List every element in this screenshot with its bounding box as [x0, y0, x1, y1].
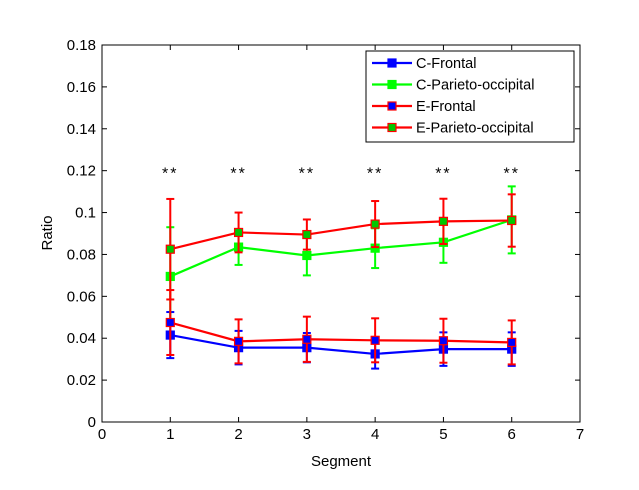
legend-label: E-Frontal — [416, 99, 476, 115]
series-line — [169, 218, 513, 278]
x-tick-label: 4 — [371, 426, 379, 443]
significance-marker: ** — [435, 166, 451, 183]
y-axis-ticks: 0 0.02 0.04 0.06 0.08 0.1 0.12 0.14 0.16 0.18 — [67, 37, 580, 431]
x-tick-label: 5 — [439, 426, 447, 443]
series-line — [170, 333, 512, 356]
x-tick-label: 7 — [576, 426, 584, 443]
data-point — [507, 215, 517, 226]
legend-marker — [387, 58, 397, 68]
legend-label: C-Frontal — [416, 56, 476, 72]
legend-entry: C-Frontal — [372, 56, 476, 72]
legend-marker — [387, 79, 397, 90]
data-point — [302, 250, 312, 261]
x-tick-label: 2 — [234, 426, 242, 443]
data-point — [233, 227, 244, 238]
legend-entry: E-Parieto-occipital — [372, 121, 534, 137]
y-axis-label: Ratio — [39, 215, 56, 250]
data-point — [438, 216, 449, 226]
data-point — [438, 336, 449, 346]
y-tick-label: 0.18 — [67, 37, 96, 54]
series-layer — [165, 185, 517, 370]
x-tick-label: 3 — [303, 426, 311, 443]
x-tick-label: 1 — [166, 426, 174, 443]
x-tick-label: 6 — [508, 426, 516, 443]
data-point — [302, 334, 312, 344]
legend-entry: C-Parieto-occipital — [372, 78, 534, 94]
significance-marker: ** — [230, 166, 246, 183]
legend-label: E-Parieto-occipital — [416, 121, 534, 137]
x-axis-label: Segment — [311, 453, 372, 470]
y-tick-label: 0.02 — [67, 372, 96, 389]
x-tick-label: 0 — [98, 426, 106, 443]
significance-marker: ** — [162, 166, 178, 183]
significance-marker: ** — [367, 166, 383, 183]
axes-frame — [101, 44, 581, 423]
legend-marker — [387, 122, 397, 133]
series-line — [169, 321, 512, 344]
data-point — [302, 229, 312, 240]
y-tick-label: 0.04 — [67, 330, 96, 347]
y-tick-label: 0.1 — [75, 205, 96, 222]
data-point — [233, 336, 244, 346]
legend-marker — [387, 101, 397, 111]
y-tick-label: 0.16 — [67, 79, 96, 96]
legend-label: C-Parieto-occipital — [416, 78, 534, 94]
significance-marker: ** — [299, 166, 315, 183]
data-point — [370, 219, 380, 229]
data-point — [370, 335, 380, 345]
y-tick-label: 0.12 — [67, 163, 96, 180]
series-line — [170, 219, 512, 251]
series-e-parieto-occipital — [165, 193, 517, 301]
y-tick-label: 0.06 — [67, 288, 96, 305]
legend-entry: E-Frontal — [372, 99, 476, 115]
data-point — [165, 317, 175, 328]
data-point — [507, 337, 517, 348]
significance-annotations: ** ** ** ** ** ** — [162, 166, 519, 183]
y-tick-label: 0.14 — [67, 121, 96, 138]
legend: C-Frontal C-Parieto-occipital E-Frontal E-P… — [365, 50, 575, 143]
y-tick-label: 0.08 — [67, 246, 96, 263]
data-point — [165, 244, 175, 254]
y-tick-label: 0 — [88, 414, 96, 431]
series-e-frontal — [165, 289, 517, 366]
significance-marker: ** — [503, 166, 519, 183]
